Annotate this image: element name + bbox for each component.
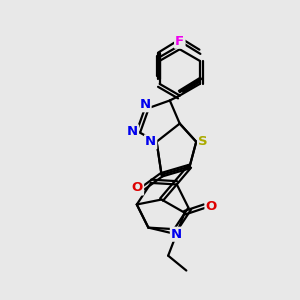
Text: O: O (132, 182, 143, 194)
Text: F: F (175, 34, 184, 47)
Text: S: S (198, 135, 208, 148)
Text: O: O (206, 200, 217, 213)
Text: N: N (140, 98, 151, 111)
Text: N: N (145, 135, 156, 148)
Text: N: N (127, 125, 138, 138)
Text: F: F (175, 34, 184, 47)
Text: N: N (171, 228, 182, 241)
